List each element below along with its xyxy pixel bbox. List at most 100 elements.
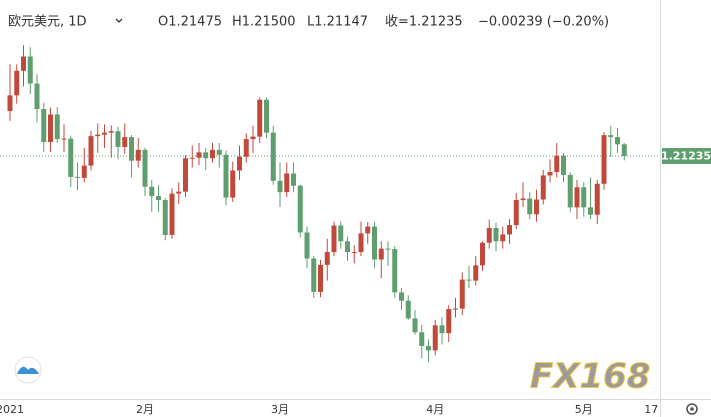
candle-body: [338, 225, 344, 242]
candle-body: [581, 187, 587, 208]
candle-body: [574, 187, 580, 208]
candle-body: [507, 225, 512, 235]
candle-body: [27, 56, 33, 84]
candle-body: [41, 109, 47, 143]
candle-body: [250, 136, 256, 140]
candle-body: [75, 176, 80, 178]
candle-body: [486, 228, 492, 243]
candle-body: [21, 56, 26, 71]
candle-body: [453, 308, 458, 310]
candle-body: [561, 155, 566, 175]
candle-body: [61, 138, 67, 140]
candle-body: [203, 152, 209, 159]
candle-body: [500, 234, 506, 242]
candle-body: [169, 193, 175, 235]
candle-body: [405, 300, 411, 319]
candle-body: [439, 325, 445, 334]
candle-body: [547, 171, 553, 176]
candle-body: [68, 138, 74, 177]
candle-body: [230, 170, 236, 198]
ohlc-header: O1.21475 H1.21500 L1.21147 收=1.21235 −0.0023…: [158, 15, 609, 30]
candle-body: [419, 332, 425, 346]
candle-body: [34, 83, 40, 110]
settings-gear[interactable]: [686, 403, 698, 415]
candle-body: [311, 258, 317, 292]
candle-body: [277, 180, 283, 193]
candle-body: [291, 173, 296, 186]
dropdown-icon[interactable]: [115, 18, 123, 23]
candle-body: [183, 158, 188, 192]
candle-body: [88, 136, 94, 166]
logo[interactable]: [14, 356, 42, 384]
candle-body: [14, 70, 20, 96]
candle-body: [540, 175, 546, 200]
candle-body: [54, 114, 60, 140]
candle-body: [108, 131, 114, 133]
candle-body: [446, 309, 452, 334]
candle-body: [466, 279, 472, 281]
candle-body: [284, 173, 290, 193]
candle-body: [142, 149, 148, 187]
header-value: L1.21147: [307, 15, 368, 30]
candle-body: [358, 233, 364, 253]
candle-body: [426, 345, 431, 351]
watermark: FX168: [530, 357, 650, 397]
candle-body: [135, 149, 141, 161]
candle-body: [621, 144, 627, 157]
candle-body: [297, 185, 303, 233]
candle-body: [513, 200, 519, 226]
candle-body: [493, 228, 499, 242]
candle-body: [588, 207, 593, 215]
candle-body: [594, 183, 600, 215]
candle-body: [378, 248, 384, 260]
candle-body: [189, 157, 195, 159]
x-tick-label: 4月: [426, 403, 444, 416]
header-value: O1.21475: [158, 15, 222, 30]
candle-body: [237, 156, 242, 171]
candle-body: [216, 149, 222, 155]
candle-body: [324, 252, 330, 265]
candle-body: [412, 318, 418, 333]
candle-body: [264, 99, 269, 133]
candle-body: [196, 152, 202, 158]
candle-body: [176, 191, 182, 194]
candle-body: [210, 149, 215, 159]
candle-body: [372, 226, 377, 260]
candle-body: [270, 132, 276, 181]
symbol-title[interactable]: 欧元美元, 1D: [8, 15, 87, 30]
candle-body: [392, 249, 398, 293]
candle-body: [459, 279, 465, 309]
candle-body: [520, 198, 526, 200]
header-value: −0.00239 (−0.20%): [478, 15, 609, 30]
last-price-tag: [662, 148, 711, 165]
candle-body: [81, 165, 87, 178]
candle-body: [102, 132, 107, 135]
candle-body: [95, 134, 101, 137]
candle-body: [149, 186, 155, 197]
candle-body: [601, 135, 607, 184]
candle-body: [534, 199, 539, 215]
candle-body: [304, 232, 310, 259]
candle-body: [331, 225, 337, 253]
x-tick-label: 5月: [575, 403, 593, 416]
candle-body: [432, 325, 438, 351]
candle-body: [345, 241, 350, 253]
candle-body: [480, 242, 485, 266]
x-tick-label: 17: [644, 403, 658, 416]
candle-body: [115, 131, 121, 147]
candle-body: [7, 95, 13, 112]
candle-body: [554, 155, 560, 172]
candle-body: [243, 139, 249, 157]
x-tick-label: 2月: [136, 403, 154, 416]
candle-body: [318, 264, 323, 292]
candle-body: [122, 137, 128, 147]
candle-body: [567, 174, 573, 208]
candle-body: [48, 114, 53, 143]
candle-body: [129, 137, 134, 161]
candle-body: [399, 292, 404, 301]
x-tick-label: 3月: [271, 403, 289, 416]
candle-body: [615, 137, 620, 145]
last-price-label: 1.21235: [661, 150, 711, 163]
candle-body: [351, 252, 357, 254]
